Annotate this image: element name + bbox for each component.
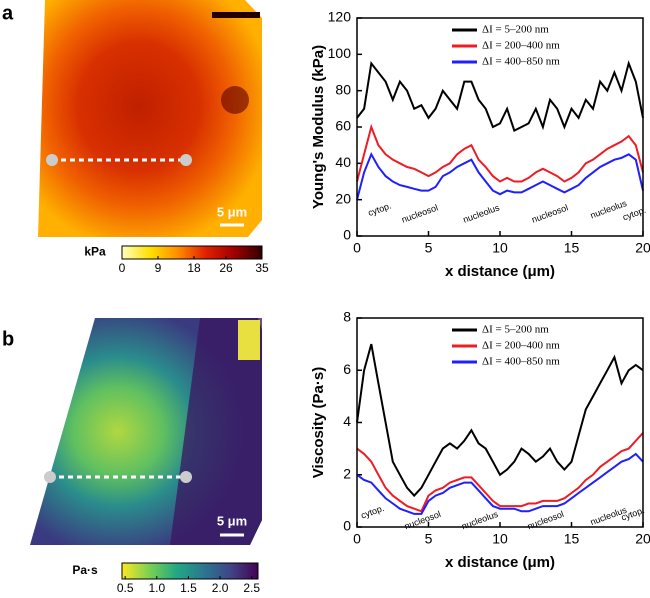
y-axis-label: Viscosity (Pa·s) <box>310 367 327 478</box>
colorbar-tick-label: 18 <box>187 261 201 275</box>
y-tick-label: 0 <box>343 227 351 243</box>
legend-label: ΔI = 200–400 nm <box>482 340 560 352</box>
y-axis-label: Young's Modulus (kPa) <box>310 45 327 209</box>
scale-bar-label: 5 μm <box>217 204 247 219</box>
legend-label: ΔI = 5–200 nm <box>482 24 549 36</box>
colorbar-tick-label: 1.0 <box>148 581 165 595</box>
image-b <box>30 318 262 545</box>
legend-label: ΔI = 200–400 nm <box>482 40 560 52</box>
line-series <box>356 452 644 515</box>
colorbar <box>121 562 259 580</box>
annotation: nucleolus <box>460 509 500 532</box>
x-tick-label: 0 <box>353 531 361 547</box>
line-series <box>356 123 644 183</box>
colorbar-tick-label: 26 <box>219 261 233 275</box>
plot-frame <box>356 317 644 528</box>
colorbar-tick-label: 0 <box>119 261 126 275</box>
colorbar-label: Pa·s <box>72 563 98 577</box>
y-tick-label: 80 <box>335 81 351 97</box>
x-axis-label: x distance (μm) <box>445 554 555 571</box>
panel-label: a <box>2 2 14 24</box>
y-tick-label: 2 <box>343 465 351 481</box>
x-tick-label: 5 <box>425 240 433 256</box>
colorbar-tick-label: 35 <box>255 261 269 275</box>
colorbar-tick-label: 1.5 <box>180 581 197 595</box>
x-tick-label: 20 <box>635 240 650 256</box>
x-axis-label: x distance (μm) <box>445 263 555 280</box>
y-tick-label: 100 <box>328 45 352 61</box>
line-series <box>356 343 644 498</box>
colorbar <box>121 245 263 260</box>
line-series <box>356 432 644 513</box>
y-tick-label: 20 <box>335 190 351 206</box>
y-tick-label: 4 <box>343 413 351 429</box>
x-tick-label: 10 <box>492 531 508 547</box>
x-tick-label: 15 <box>564 240 580 256</box>
plot-frame <box>356 17 644 237</box>
annotation: cytop. <box>367 200 393 218</box>
annotation: nucleosol <box>526 509 565 531</box>
colorbar-tick-label: 0.5 <box>117 581 134 595</box>
y-tick-label: 120 <box>328 9 352 25</box>
line-series <box>356 60 644 133</box>
annotation: nucleosol <box>530 202 569 224</box>
colorbar-tick-label: 2.5 <box>243 581 260 595</box>
annotation: nucleosol <box>400 202 439 224</box>
y-tick-label: 0 <box>343 518 351 534</box>
y-tick-label: 6 <box>343 361 351 377</box>
legend-label: ΔI = 400–850 nm <box>482 56 560 68</box>
panel-label: b <box>2 328 14 350</box>
annotation: nucleolus <box>462 202 502 225</box>
legend-label: ΔI = 400–850 nm <box>482 356 560 368</box>
legend-label: ΔI = 5–200 nm <box>482 324 549 336</box>
y-tick-label: 60 <box>335 118 351 134</box>
y-tick-label: 40 <box>335 154 351 170</box>
scale-bar-label: 5 μm <box>217 513 247 528</box>
x-tick-label: 5 <box>425 531 433 547</box>
colorbar-tick-label: 2.0 <box>212 581 229 595</box>
x-tick-label: 15 <box>564 531 580 547</box>
x-tick-label: 20 <box>635 531 650 547</box>
line-series <box>356 151 644 200</box>
image-a <box>38 0 262 237</box>
x-tick-label: 0 <box>353 240 361 256</box>
colorbar-label: kPa <box>84 245 106 259</box>
annotation: cytop. <box>360 503 386 521</box>
y-tick-label: 8 <box>343 309 351 325</box>
colorbar-tick-label: 9 <box>155 261 162 275</box>
x-tick-label: 10 <box>492 240 508 256</box>
